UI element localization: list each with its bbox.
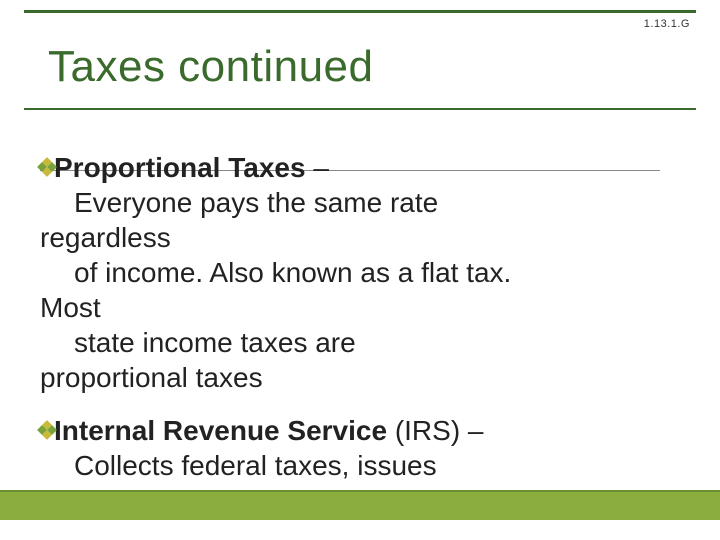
term-label: Proportional Taxes <box>54 152 306 183</box>
term-dash: – <box>306 152 329 183</box>
body-line: Collects federal taxes, issues <box>40 448 680 483</box>
footer-band <box>0 492 720 520</box>
bullet-item: Proportional Taxes – Everyone pays the s… <box>40 150 680 395</box>
body-line: state income taxes are <box>40 325 680 360</box>
title-divider <box>24 108 696 110</box>
body-line: Everyone pays the same rate <box>40 185 680 220</box>
top-divider <box>24 10 696 13</box>
body-line: of income. Also known as a flat tax. <box>40 255 680 290</box>
slide-title: Taxes continued <box>48 42 374 92</box>
body-line: proportional taxes <box>40 360 680 395</box>
slide: 1.13.1.G Taxes continued Proportional Ta… <box>0 0 720 540</box>
term-label: Internal Revenue Service <box>54 415 387 446</box>
term-suffix: (IRS) – <box>387 415 483 446</box>
body-line: regardless <box>40 220 680 255</box>
body-line: Most <box>40 290 680 325</box>
content-area: Proportional Taxes – Everyone pays the s… <box>40 150 680 536</box>
document-code: 1.13.1.G <box>644 18 690 30</box>
